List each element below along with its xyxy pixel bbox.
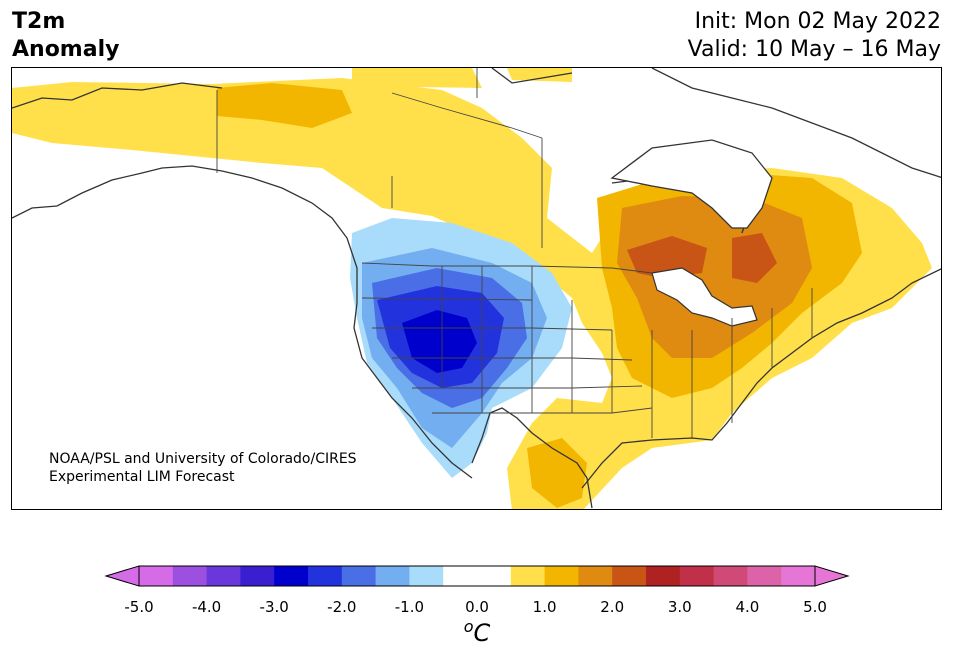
forecast-dates: Init: Mon 02 May 2022 Valid: 10 May – 16… — [688, 8, 941, 64]
political-borders — [216, 68, 813, 438]
anomaly-map — [11, 67, 942, 510]
colorbar-tick-label: 3.0 — [667, 598, 692, 616]
colorbar-tick-labels: -5.0 -4.0 -3.0 -2.0 -1.0 0.0 1.0 2.0 3.0 4.0 5.0 — [0, 598, 953, 618]
colorbar-tick-label: 2.0 — [600, 598, 625, 616]
anomaly-fill-deep-blue — [402, 310, 477, 373]
colorbar-segment — [240, 566, 275, 586]
colorbar-tick-label: -2.0 — [327, 598, 357, 616]
colorbar-tick-label: -4.0 — [191, 598, 222, 616]
colorbar-segment — [375, 566, 410, 586]
colorbar-segment — [308, 566, 343, 586]
colorbar-over-arrow — [814, 565, 850, 587]
hudson-bay — [610, 139, 773, 229]
colorbar-segment — [578, 566, 613, 586]
valid-date-range: Valid: 10 May – 16 May — [687, 37, 941, 62]
colorbar-tick-label: 0.0 — [465, 598, 489, 616]
colorbar-outline — [138, 565, 816, 587]
title-line-1: T2m — [12, 9, 66, 34]
credit-line-1: NOAA/PSL and University of Colorado/CIRE… — [49, 451, 357, 467]
title-line-2: Anomaly — [12, 37, 120, 62]
data-source-credit: NOAA/PSL and University of Colorado/CIRE… — [49, 450, 357, 486]
colorbar-segment — [274, 566, 309, 586]
colorbar-segment — [341, 566, 377, 586]
colorbar-tick-label: 4.0 — [735, 598, 760, 616]
anomaly-fill-dark-orange — [627, 233, 777, 283]
colorbar-segment — [172, 566, 208, 586]
colorbar-segment — [206, 566, 241, 586]
colorbar-segment — [409, 566, 444, 586]
map-title: T2m Anomaly — [12, 8, 119, 64]
colorbar-segment — [544, 566, 579, 586]
credit-line-2: Experimental LIM Forecast — [49, 469, 235, 485]
colorbar-tick-label: 1.0 — [532, 598, 557, 616]
colorbar-segment — [713, 566, 748, 586]
colorbar-segment — [139, 566, 174, 586]
colorbar-segment — [747, 566, 782, 586]
init-date: Init: Mon 02 May 2022 — [694, 9, 941, 34]
colorbar-tick-label: -3.0 — [259, 598, 289, 616]
colorbar-tick-label: -5.0 — [124, 598, 154, 616]
colorbar-tick-label: 5.0 — [803, 598, 827, 616]
colorbar-segment — [612, 566, 647, 586]
colorbar-under-arrow — [104, 565, 140, 587]
colorbar-segment — [646, 566, 681, 586]
colorbar-unit-label: oC — [464, 617, 491, 647]
colorbar-segment — [443, 566, 478, 586]
colorbar-segment — [781, 566, 816, 586]
unit-base: C — [473, 619, 491, 647]
colorbar-tick-label: -1.0 — [394, 598, 425, 616]
unit-superscript: o — [463, 617, 474, 636]
great-lakes — [651, 267, 758, 327]
colorbar-segments — [139, 566, 816, 586]
colorbar-segment — [510, 566, 546, 586]
colorbar-segment — [679, 566, 715, 586]
map-canvas — [12, 68, 941, 509]
colorbar — [104, 565, 850, 587]
colorbar-segment — [477, 566, 512, 586]
